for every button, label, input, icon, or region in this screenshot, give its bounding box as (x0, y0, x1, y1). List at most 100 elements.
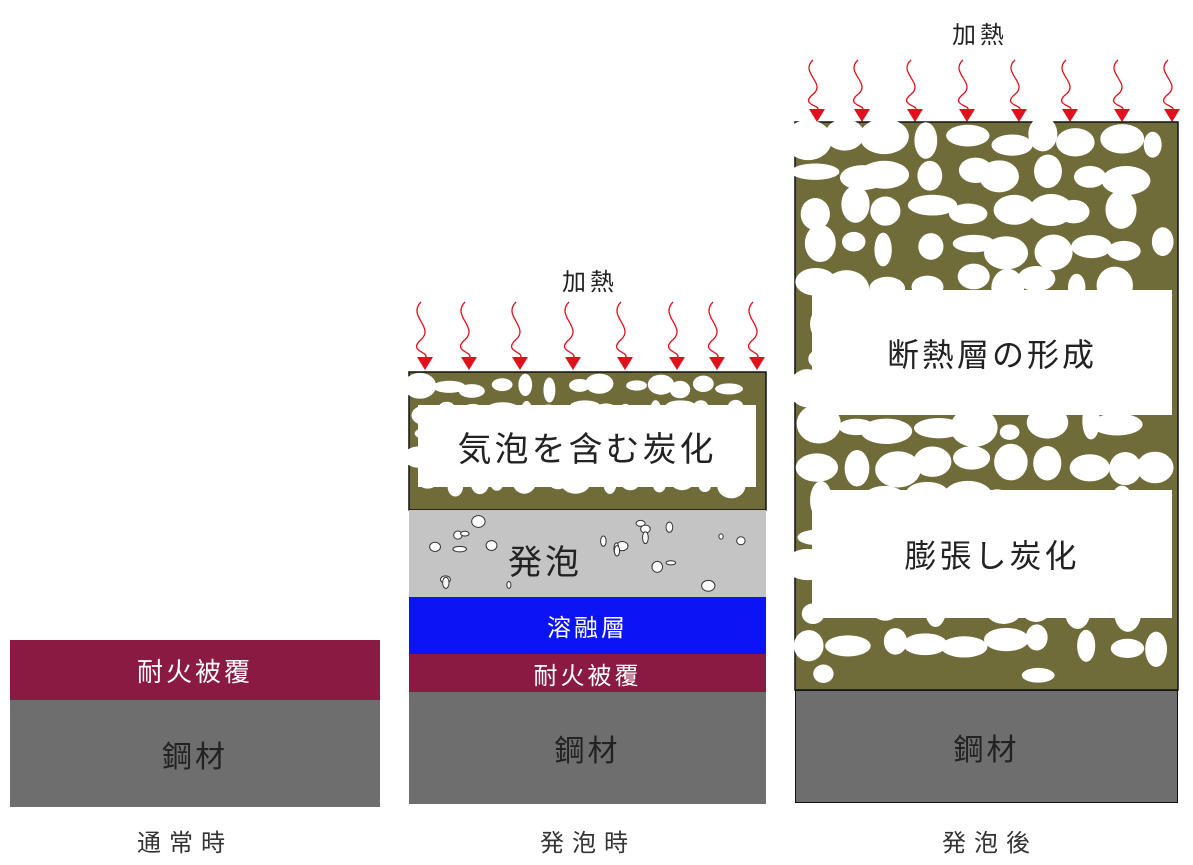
foam-bubble (651, 560, 664, 573)
bubble (1033, 446, 1062, 481)
bubble (825, 635, 871, 657)
foam-bubble (442, 576, 450, 589)
heat-arrow-icon (747, 301, 765, 370)
foaming-coating-layer: 耐火被覆 (409, 654, 766, 692)
bubble (841, 231, 866, 252)
bubble (1136, 451, 1174, 484)
bubble (1151, 227, 1174, 257)
bubble (458, 384, 485, 398)
foam-bubble (665, 560, 677, 566)
bubble (907, 194, 958, 216)
bubble (813, 664, 834, 683)
bubble (1073, 165, 1106, 188)
after-caption: 発泡後 (942, 829, 1038, 857)
bubble (692, 375, 714, 393)
heat-arrow-icon (1162, 59, 1180, 122)
bubble (946, 124, 990, 147)
after-heat-arrows (807, 59, 1180, 122)
heat-arrow-icon (667, 301, 685, 370)
bubble (870, 196, 901, 226)
heat-arrow-icon (852, 59, 870, 122)
bubble (1077, 629, 1096, 662)
foam-bubble (701, 579, 716, 592)
bubble (913, 446, 952, 477)
foaming-foam-layer (409, 510, 766, 597)
bubble (948, 203, 988, 225)
bubble (859, 118, 909, 155)
bubble (957, 263, 990, 290)
foam-bubble (665, 521, 674, 533)
bubble (825, 118, 865, 151)
foaming-foam-label: 発泡 (508, 543, 582, 583)
heat-arrow-icon (707, 301, 725, 370)
after-steel-label: 鋼材 (953, 732, 1020, 768)
bubble (914, 122, 938, 159)
bubble (1028, 116, 1058, 152)
heat-arrow-icon (459, 301, 477, 370)
bubble (1069, 454, 1110, 482)
foam-bubble (429, 541, 441, 552)
heat-arrow-icon (1060, 59, 1078, 122)
bubble (902, 633, 948, 656)
foam-bubble (736, 536, 746, 546)
bubble (860, 418, 913, 445)
bubble (841, 185, 870, 223)
bubble (1100, 124, 1145, 154)
heat-arrow-icon (563, 301, 581, 370)
after-heat-label: 加熱 (952, 21, 1008, 49)
foaming-steel-label: 鋼材 (554, 734, 621, 769)
foam-bubble (600, 535, 607, 547)
bubble (875, 451, 921, 488)
bubble (1058, 199, 1090, 224)
bubble (1109, 451, 1142, 486)
bubble (491, 378, 513, 392)
normal-steel-layer: 鋼材 (10, 700, 380, 807)
bubble (991, 134, 1033, 156)
bubble (543, 377, 556, 403)
foam-bubble (471, 515, 486, 528)
foam-bubble (613, 545, 621, 557)
bubble (647, 374, 675, 395)
bubble (569, 378, 591, 392)
bubble (1056, 128, 1095, 157)
after-insulation-label: 断熱層の形成 (886, 335, 1097, 374)
bubble (1091, 413, 1143, 436)
bubble (1021, 667, 1055, 683)
foaming-melt-layer: 溶融層 (409, 597, 766, 654)
bubble (917, 160, 943, 191)
bubble (518, 373, 533, 397)
bubble (874, 232, 892, 267)
bubble (844, 450, 870, 487)
heat-arrow-icon (1112, 59, 1130, 122)
foaming-heat-arrows (415, 301, 765, 370)
bubble (983, 627, 1029, 652)
after-steel-layer: 鋼材 (795, 690, 1178, 803)
foam-bubble (718, 533, 724, 540)
foam-bubble (506, 581, 512, 589)
heat-arrow-icon (615, 301, 633, 370)
bubble (1025, 624, 1048, 651)
bubble (993, 194, 1035, 225)
foaming-coating-label: 耐火被覆 (533, 661, 642, 690)
foam-bubble (460, 530, 470, 537)
bubble (791, 163, 840, 180)
bubble (715, 383, 743, 395)
normal-coating-layer: 耐火被覆 (10, 640, 380, 700)
after-expanded-label-box: 膨張し炭化 (812, 490, 1172, 618)
bubble (918, 233, 944, 260)
bubble (1110, 638, 1145, 659)
bubble (1017, 266, 1056, 292)
foaming-melt-label: 溶融層 (547, 614, 628, 642)
bubble (1107, 240, 1141, 261)
after-expanded-label: 膨張し炭化 (904, 537, 1080, 575)
bubble (1145, 631, 1168, 668)
bubble (1034, 234, 1073, 271)
bubble (626, 380, 647, 391)
foam-bubble (642, 531, 649, 545)
normal-steel-label: 鋼材 (162, 739, 228, 775)
bubble (883, 628, 907, 655)
heat-arrow-icon (415, 301, 433, 370)
bubble (1071, 235, 1112, 259)
normal-coating-label: 耐火被覆 (136, 657, 253, 688)
foaming-caption: 発泡時 (540, 829, 636, 857)
